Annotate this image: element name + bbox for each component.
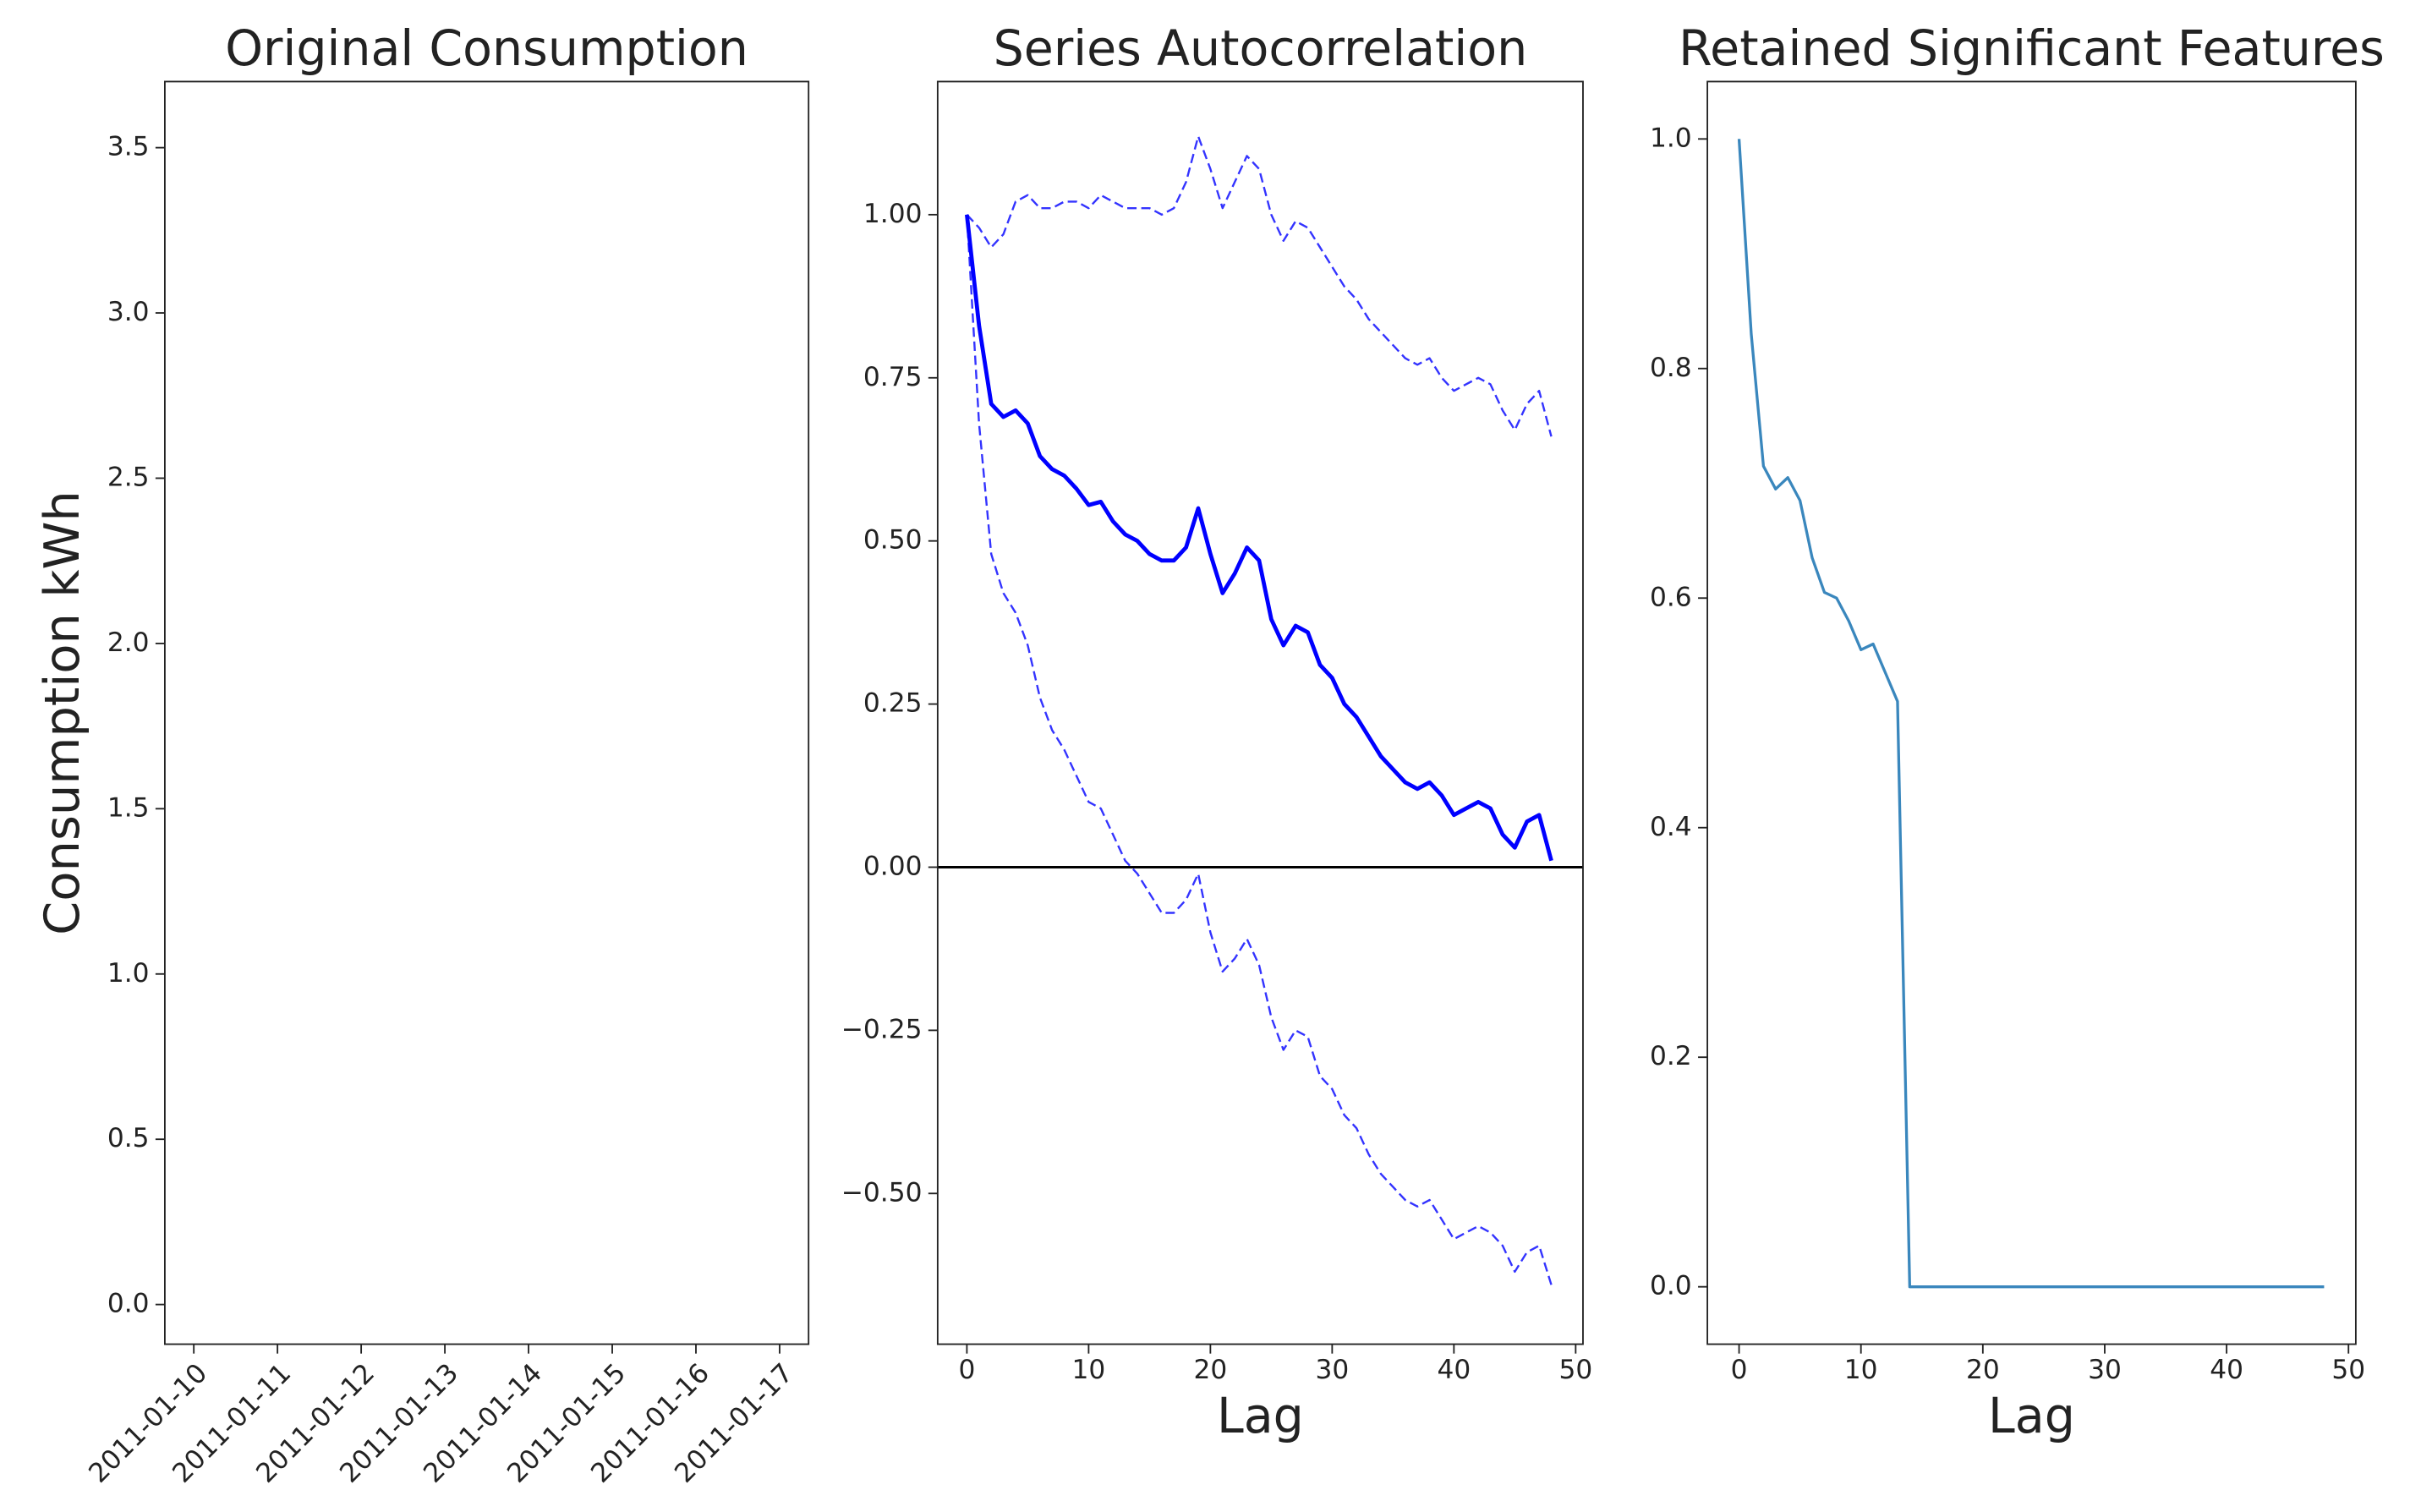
y-tick-label: 1.00 [863, 199, 923, 229]
x-tick-label: 20 [1966, 1355, 2000, 1385]
x-tick-label: 10 [1844, 1355, 1878, 1385]
series-line [965, 214, 1553, 862]
y-tick-label: 0.5 [107, 1123, 150, 1153]
chart-title: Retained Significant Features [1679, 20, 2385, 77]
y-tick-label: 0.0 [1650, 1271, 1692, 1301]
x-tick-label: 30 [2088, 1355, 2122, 1385]
y-tick-label: 0.0 [107, 1289, 150, 1319]
y-axis-label: Consumption kWh [34, 490, 90, 935]
series-line [966, 135, 1553, 437]
chart-title: Series Autocorrelation [994, 20, 1528, 77]
x-axis-label: Lag [1988, 1388, 2075, 1444]
y-tick-label: 0.50 [863, 525, 923, 556]
x-tick-label: 0 [958, 1355, 975, 1385]
y-tick-label: 3.0 [107, 297, 150, 327]
y-tick-label: 0.00 [863, 851, 923, 881]
series-line [966, 214, 1553, 1285]
y-tick-label: 0.8 [1650, 353, 1692, 383]
series-line [1737, 139, 2325, 1289]
y-tick-label: 0.6 [1650, 582, 1692, 612]
y-tick-label: 2.5 [107, 462, 150, 492]
x-tick-label: 30 [1315, 1355, 1349, 1385]
y-tick-label: −0.25 [841, 1014, 923, 1044]
y-tick-label: 0.25 [863, 688, 923, 718]
chart-title: Original Consumption [225, 20, 748, 77]
y-tick-label: 0.2 [1650, 1041, 1692, 1071]
y-tick-label: 2.0 [107, 627, 150, 658]
y-tick-label: 1.0 [1650, 123, 1692, 153]
plot-frame [936, 80, 1584, 1345]
x-tick-label: 40 [2210, 1355, 2243, 1385]
y-tick-label: −0.50 [841, 1177, 923, 1208]
y-tick-label: 1.0 [107, 958, 150, 989]
y-tick-label: 0.75 [863, 362, 923, 392]
y-tick-label: 1.5 [107, 792, 150, 823]
y-tick-label: 0.4 [1650, 812, 1692, 842]
x-tick-label: 40 [1437, 1355, 1471, 1385]
plot-frame [164, 80, 810, 1345]
y-tick-label: 3.5 [107, 132, 150, 162]
x-tick-label: 10 [1072, 1355, 1106, 1385]
x-tick-label: 50 [1558, 1355, 1592, 1385]
x-tick-label: 0 [1731, 1355, 1748, 1385]
x-axis-label: Lag [1217, 1388, 1304, 1444]
x-tick-label: 20 [1193, 1355, 1227, 1385]
x-tick-label: 50 [2331, 1355, 2365, 1385]
plot-frame [1706, 80, 2357, 1345]
